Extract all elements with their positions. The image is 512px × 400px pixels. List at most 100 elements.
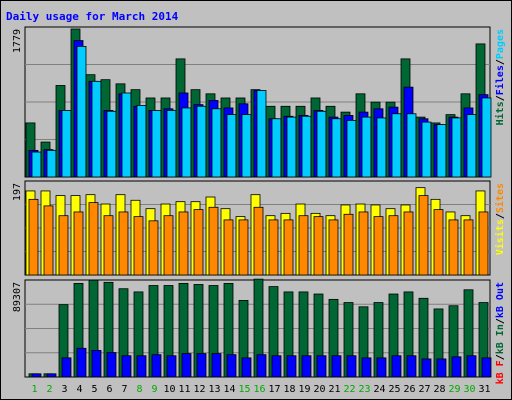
bar-kb-out-day-12 xyxy=(196,353,207,378)
bar-sites-day-18 xyxy=(283,219,294,276)
bar-sites-day-6 xyxy=(103,215,114,276)
bar-sites-day-2 xyxy=(43,205,54,276)
bar-kb-out-day-6 xyxy=(106,352,117,378)
x-tick-label: 10 xyxy=(163,384,175,395)
bar-pages-day-24 xyxy=(376,117,387,178)
x-tick-label: 2 xyxy=(46,384,52,395)
legend-item: Visits xyxy=(494,219,506,255)
bar-kb-out-day-27 xyxy=(421,358,432,378)
bar-sites-day-27 xyxy=(418,195,429,276)
bar-pages-day-6 xyxy=(106,110,117,178)
bar-sites-day-7 xyxy=(118,211,129,276)
x-tick-label: 20 xyxy=(313,384,325,395)
bar-sites-day-22 xyxy=(343,213,354,276)
legend-top: Hits/Files/Pages xyxy=(494,29,506,125)
bar-kb-out-day-23 xyxy=(361,357,372,378)
x-tick-label: 22 xyxy=(343,384,355,395)
bar-pages-day-2 xyxy=(46,149,57,178)
bar-kb-out-day-25 xyxy=(391,355,402,378)
x-tick-label: 16 xyxy=(253,384,265,395)
bar-kb-out-day-21 xyxy=(331,355,342,378)
bar-sites-day-24 xyxy=(373,216,384,276)
x-tick-label: 5 xyxy=(91,384,97,395)
bar-kb-out-day-24 xyxy=(376,357,387,378)
bar-kb-out-day-4 xyxy=(76,347,87,378)
bar-kb-out-day-17 xyxy=(271,355,282,378)
bar-sites-day-23 xyxy=(358,211,369,276)
bar-pages-day-3 xyxy=(61,110,72,178)
legend-item: / xyxy=(495,95,506,101)
bar-pages-day-13 xyxy=(211,108,222,178)
bar-sites-day-3 xyxy=(58,215,69,276)
bar-pages-day-11 xyxy=(181,107,192,178)
bar-pages-day-17 xyxy=(271,118,282,178)
bar-pages-day-22 xyxy=(346,120,357,178)
bar-kb-out-day-16 xyxy=(256,354,267,378)
bar-kb-out-day-30 xyxy=(466,355,477,378)
bar-kb-out-day-5 xyxy=(91,350,102,378)
bar-kb-out-day-20 xyxy=(316,355,327,378)
bar-pages-day-21 xyxy=(331,118,342,178)
bar-sites-day-31 xyxy=(478,211,489,276)
bar-sites-day-28 xyxy=(433,209,444,276)
legend-item: Pages xyxy=(495,29,506,59)
bar-pages-day-29 xyxy=(451,117,462,178)
legend-item: / xyxy=(495,354,506,360)
bar-kb-out-day-22 xyxy=(346,355,357,378)
x-tick-label: 31 xyxy=(478,384,490,395)
x-tick-label: 25 xyxy=(388,384,400,395)
bar-pages-day-1 xyxy=(31,151,42,178)
x-tick-label: 12 xyxy=(193,384,205,395)
legend-item: / xyxy=(495,213,506,219)
bar-sites-day-15 xyxy=(238,219,249,276)
bar-kb-out-day-26 xyxy=(406,355,417,378)
x-tick-label: 9 xyxy=(151,384,157,395)
legend-item: Hits xyxy=(494,101,506,125)
x-tick-label: 15 xyxy=(238,384,250,395)
x-tick-label: 3 xyxy=(61,384,67,395)
x-tick-label: 18 xyxy=(283,384,295,395)
bar-pages-day-27 xyxy=(421,121,432,178)
bar-kb-out-day-31 xyxy=(481,357,492,378)
bar-pages-day-15 xyxy=(241,114,252,178)
bar-kb-out-day-11 xyxy=(181,353,192,378)
bar-pages-day-8 xyxy=(136,105,147,178)
x-tick-label: 23 xyxy=(358,384,370,395)
x-tick-label: 17 xyxy=(268,384,280,395)
bar-pages-day-9 xyxy=(151,110,162,178)
bar-pages-day-16 xyxy=(256,90,267,178)
bar-sites-day-1 xyxy=(28,198,39,276)
x-tick-label: 7 xyxy=(121,384,127,395)
bar-sites-day-13 xyxy=(208,206,219,276)
y-scale-label: 197 xyxy=(12,183,23,201)
bar-sites-day-26 xyxy=(403,211,414,276)
bar-kb-out-day-1 xyxy=(31,373,42,378)
x-tick-label: 13 xyxy=(208,384,220,395)
x-tick-label: 26 xyxy=(403,384,415,395)
bar-kb-out-day-7 xyxy=(121,355,132,378)
x-tick-label: 24 xyxy=(373,384,385,395)
bar-kb-out-day-9 xyxy=(151,354,162,378)
bar-pages-day-19 xyxy=(301,115,312,178)
bar-kb-out-day-14 xyxy=(226,354,237,378)
legend-item: kB F xyxy=(495,360,506,384)
legend-item: kB In xyxy=(495,324,506,354)
bar-kb-out-day-2 xyxy=(46,373,57,378)
bar-kb-out-day-28 xyxy=(436,358,447,378)
bar-pages-day-7 xyxy=(121,92,132,178)
bar-pages-day-20 xyxy=(316,110,327,178)
bar-sites-day-14 xyxy=(223,219,234,276)
bar-kb-out-day-18 xyxy=(286,355,297,378)
x-tick-label: 14 xyxy=(223,384,235,395)
legend-item: Files xyxy=(494,65,506,95)
bar-pages-day-14 xyxy=(226,114,237,178)
bar-kb-out-day-13 xyxy=(211,353,222,378)
bar-pages-day-4 xyxy=(76,45,87,178)
x-tick-label: 29 xyxy=(448,384,460,395)
x-tick-label: 1 xyxy=(31,384,37,395)
legend-item: Sites xyxy=(494,183,506,213)
bar-pages-day-28 xyxy=(436,124,447,178)
x-tick-label: 27 xyxy=(418,384,430,395)
bar-pages-day-25 xyxy=(391,113,402,178)
